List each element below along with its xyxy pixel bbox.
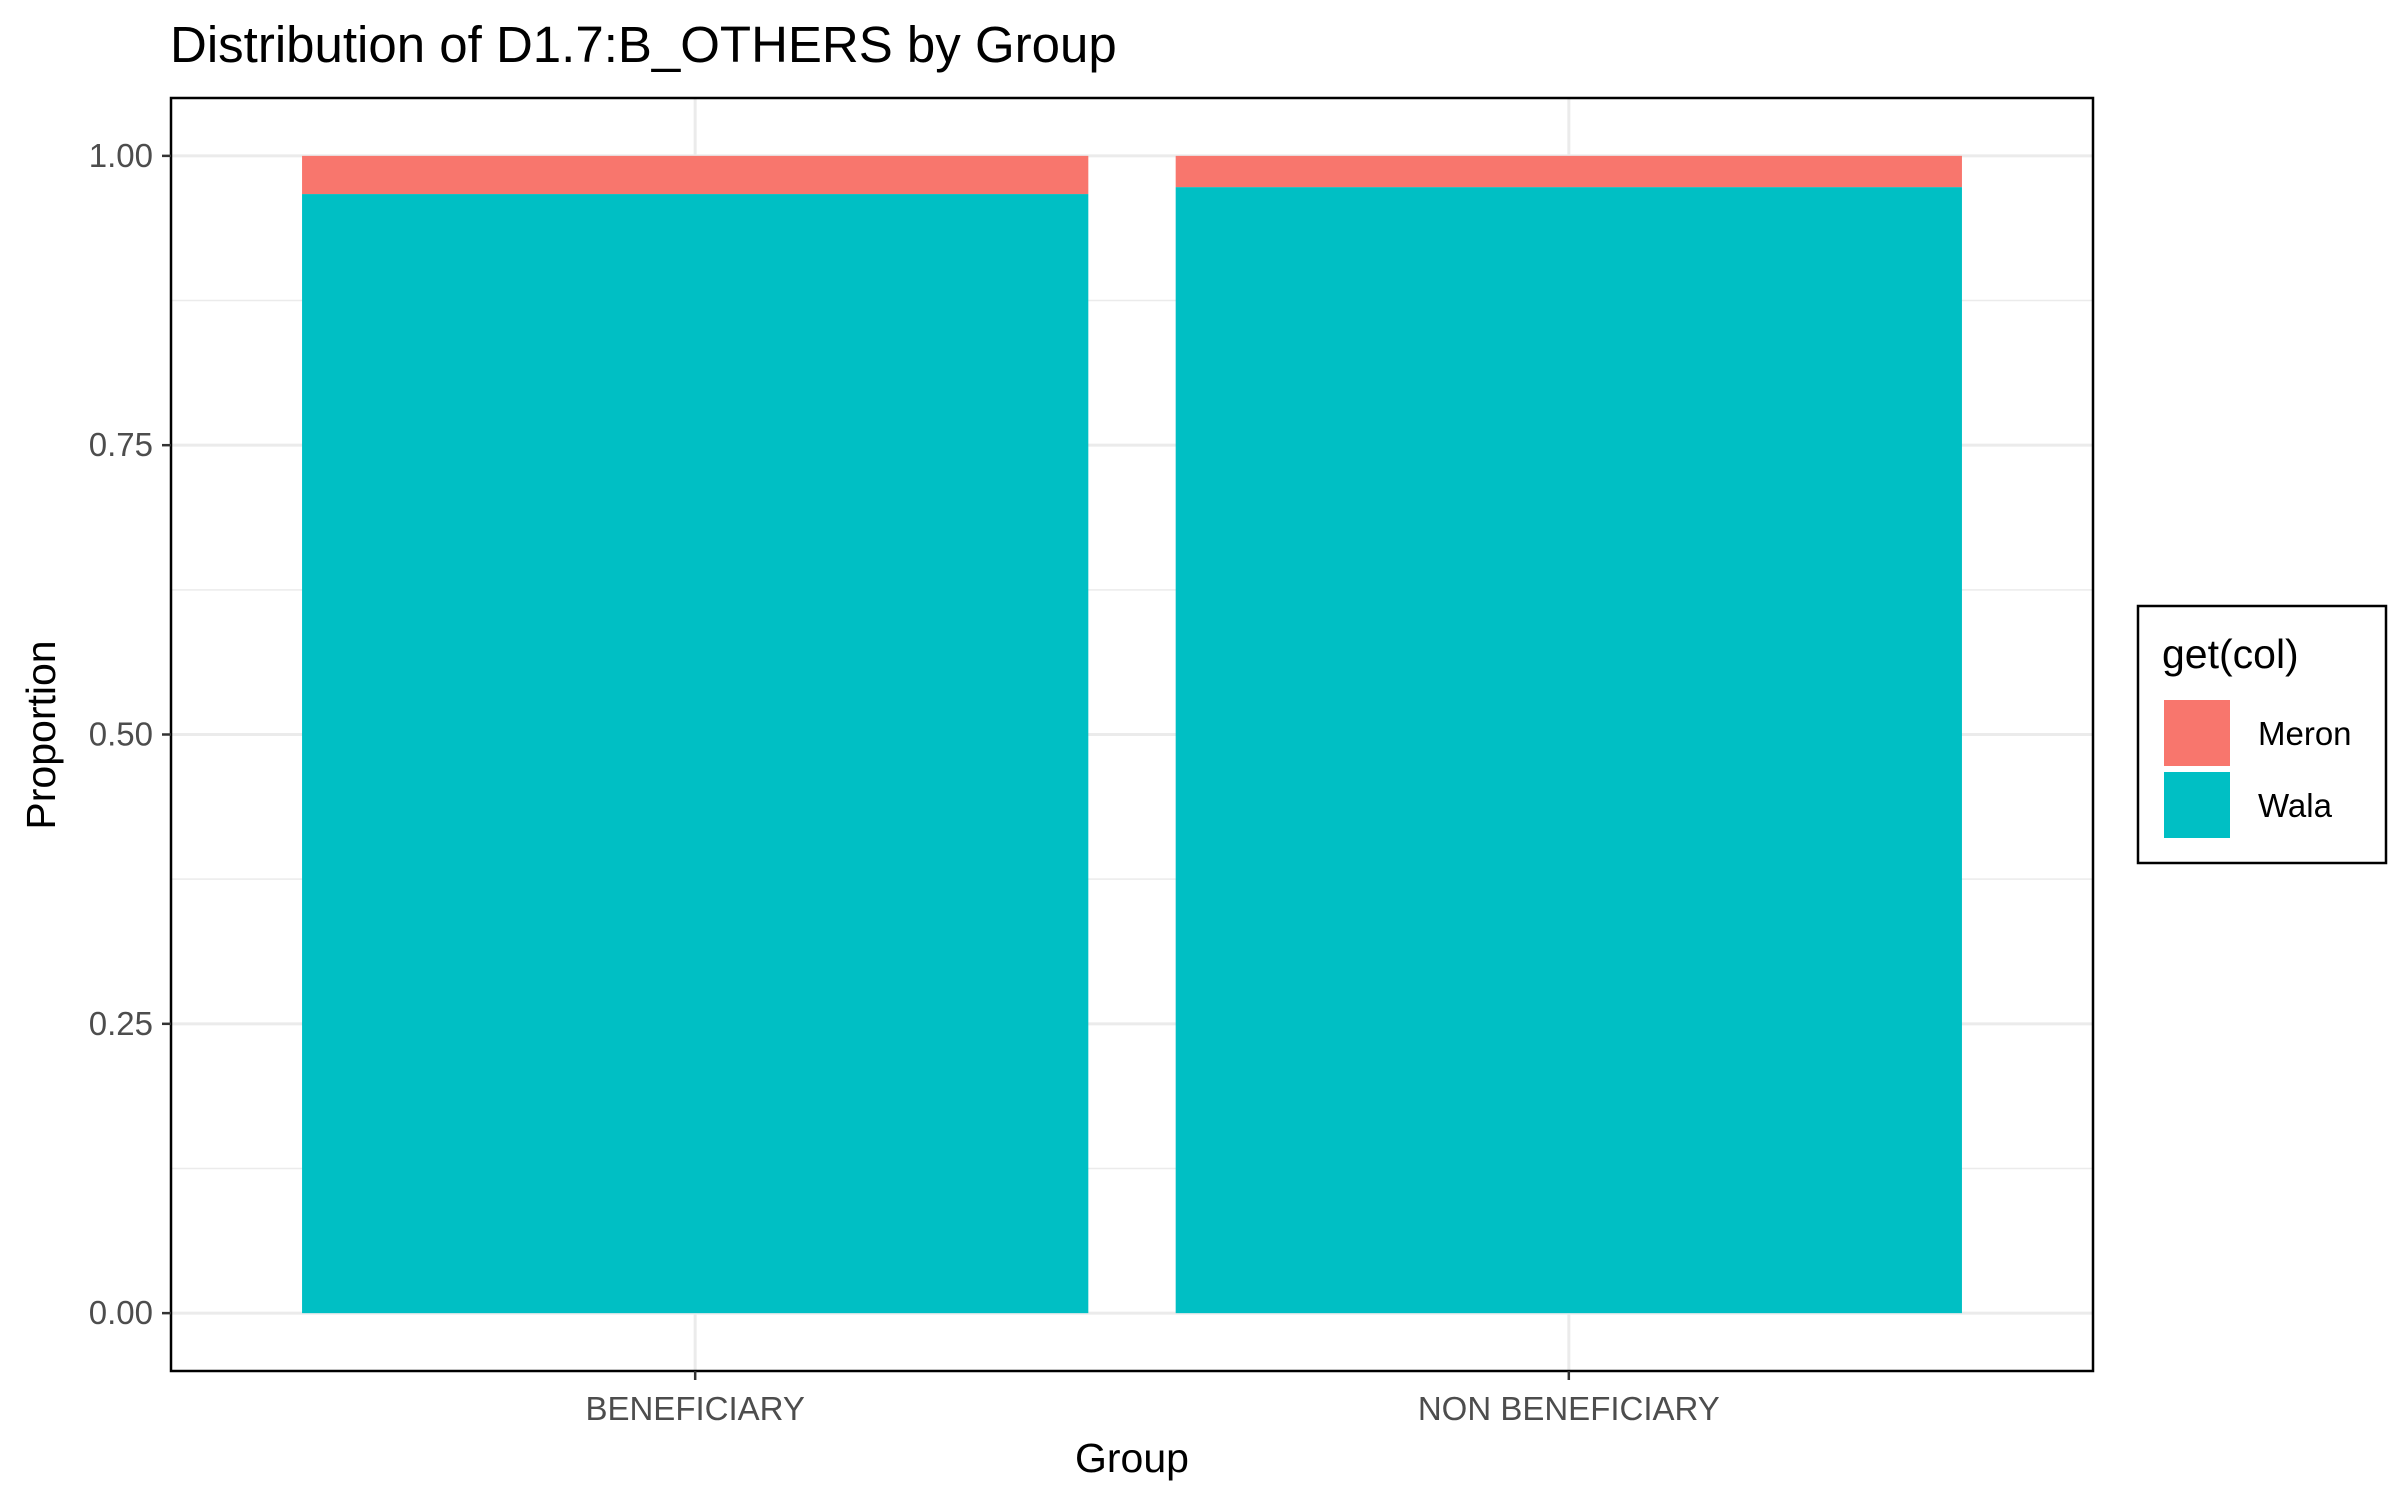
y-tick-label: 0.75: [89, 426, 153, 463]
bar-segment-meron: [302, 155, 1089, 195]
x-tick-label: BENEFICIARY: [585, 1390, 804, 1427]
chart-title: Distribution of D1.7:B_OTHERS by Group: [170, 16, 1117, 73]
legend-title: get(col): [2162, 631, 2299, 677]
legend-swatch-meron: [2164, 700, 2230, 766]
y-axis-ticks: 0.00 0.25 0.50 0.75 1.00: [89, 137, 171, 1331]
x-axis-title: Group: [1075, 1435, 1189, 1481]
legend-label-wala: Wala: [2258, 787, 2333, 824]
legend-label-meron: Meron: [2258, 715, 2352, 752]
legend: get(col) Meron Wala: [2136, 604, 2388, 865]
x-axis-ticks: BENEFICIARY NON BENEFICIARY: [585, 1371, 1720, 1427]
y-axis-title: Proportion: [18, 640, 64, 829]
x-tick-label: NON BENEFICIARY: [1418, 1390, 1720, 1427]
y-tick-label: 1.00: [89, 137, 153, 174]
bars: [302, 155, 1962, 1314]
bar-segment-wala: [1175, 187, 1962, 1314]
legend-items: Meron Wala: [2164, 700, 2352, 838]
bar-segment-wala: [302, 194, 1089, 1314]
y-tick-label: 0.00: [89, 1294, 153, 1331]
bar-segment-meron: [1175, 155, 1962, 188]
y-tick-label: 0.50: [89, 716, 153, 753]
y-tick-label: 0.25: [89, 1005, 153, 1042]
legend-swatch-wala: [2164, 772, 2230, 838]
